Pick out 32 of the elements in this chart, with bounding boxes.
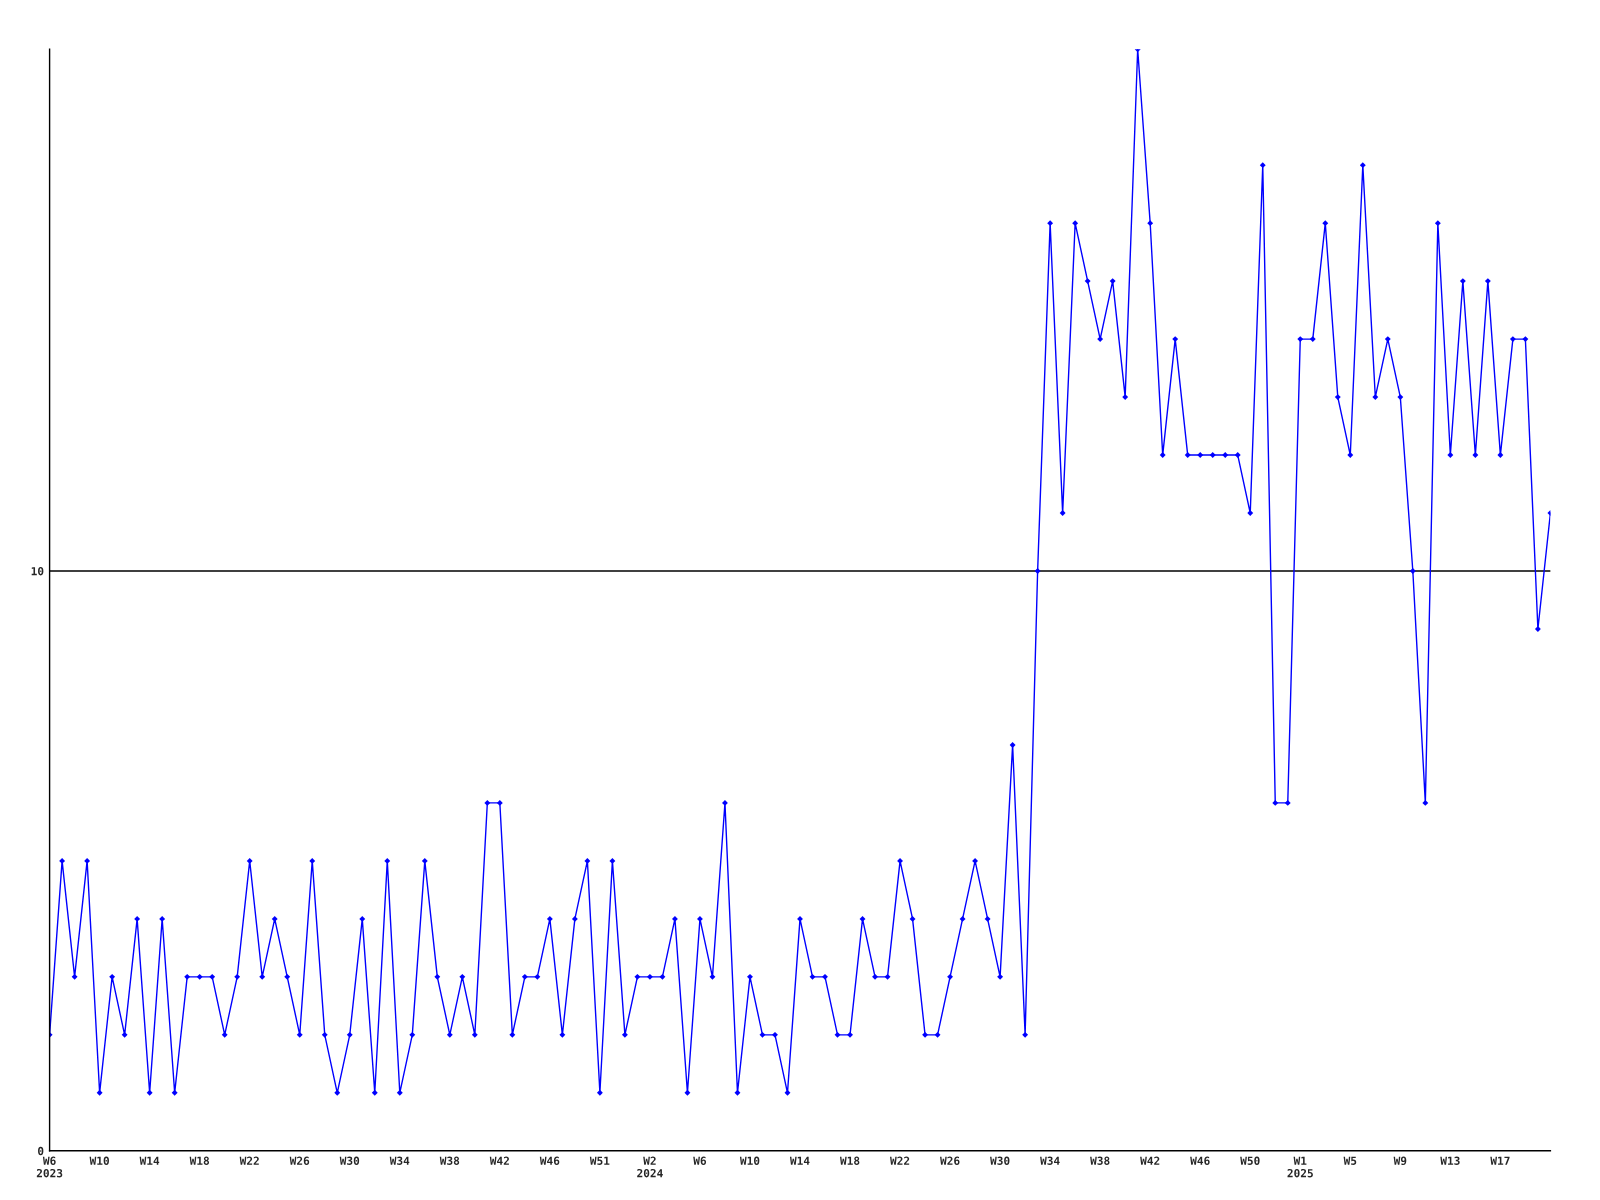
x-tick-label: W10 xyxy=(739,1156,760,1165)
x-tick-label: W51 xyxy=(589,1156,610,1165)
x-tick-label: W34 xyxy=(389,1156,410,1165)
x-tick-label: W50 xyxy=(1240,1156,1260,1165)
x-tick-label: W6 xyxy=(693,1156,707,1165)
x-tick-label: W2 2024 xyxy=(637,1156,663,1178)
x-tick-label: W46 xyxy=(539,1156,560,1165)
x-tick-label: W17 xyxy=(1490,1156,1510,1165)
x-tick-label: W18 xyxy=(839,1156,860,1165)
x-tick-label: W1 2025 xyxy=(1287,1156,1313,1178)
x-tick-label: W22 xyxy=(890,1156,910,1165)
x-tick-label: W26 xyxy=(940,1156,960,1165)
x-tick-label: W18 xyxy=(189,1156,210,1165)
x-tick-label: W10 xyxy=(89,1156,109,1165)
x-tick-label: W5 xyxy=(1343,1156,1357,1165)
y-tick-label: 10 xyxy=(31,566,44,576)
x-tick-label: W26 xyxy=(289,1156,310,1165)
x-tick-label: W14 xyxy=(789,1156,810,1165)
x-tick-label: W9 xyxy=(1393,1156,1407,1166)
x-tick-label: W42 xyxy=(489,1156,509,1165)
x-tick-label: W38 xyxy=(439,1156,460,1165)
x-tick-label: W6 2023 xyxy=(36,1156,63,1178)
x-tick-label: W13 xyxy=(1440,1156,1460,1165)
x-tick-label: W14 xyxy=(139,1156,160,1165)
x-tick-label: W34 xyxy=(1040,1156,1060,1165)
x-tick-label: W30 xyxy=(339,1156,360,1165)
x-tick-label: W42 xyxy=(1140,1156,1160,1165)
x-tick-label: W22 xyxy=(239,1156,259,1165)
y-tick-label: 0 xyxy=(38,1146,44,1156)
x-tick-label: W30 xyxy=(990,1156,1010,1165)
x-tick-label: W38 xyxy=(1090,1156,1110,1165)
x-tick-label: W46 xyxy=(1190,1156,1210,1165)
